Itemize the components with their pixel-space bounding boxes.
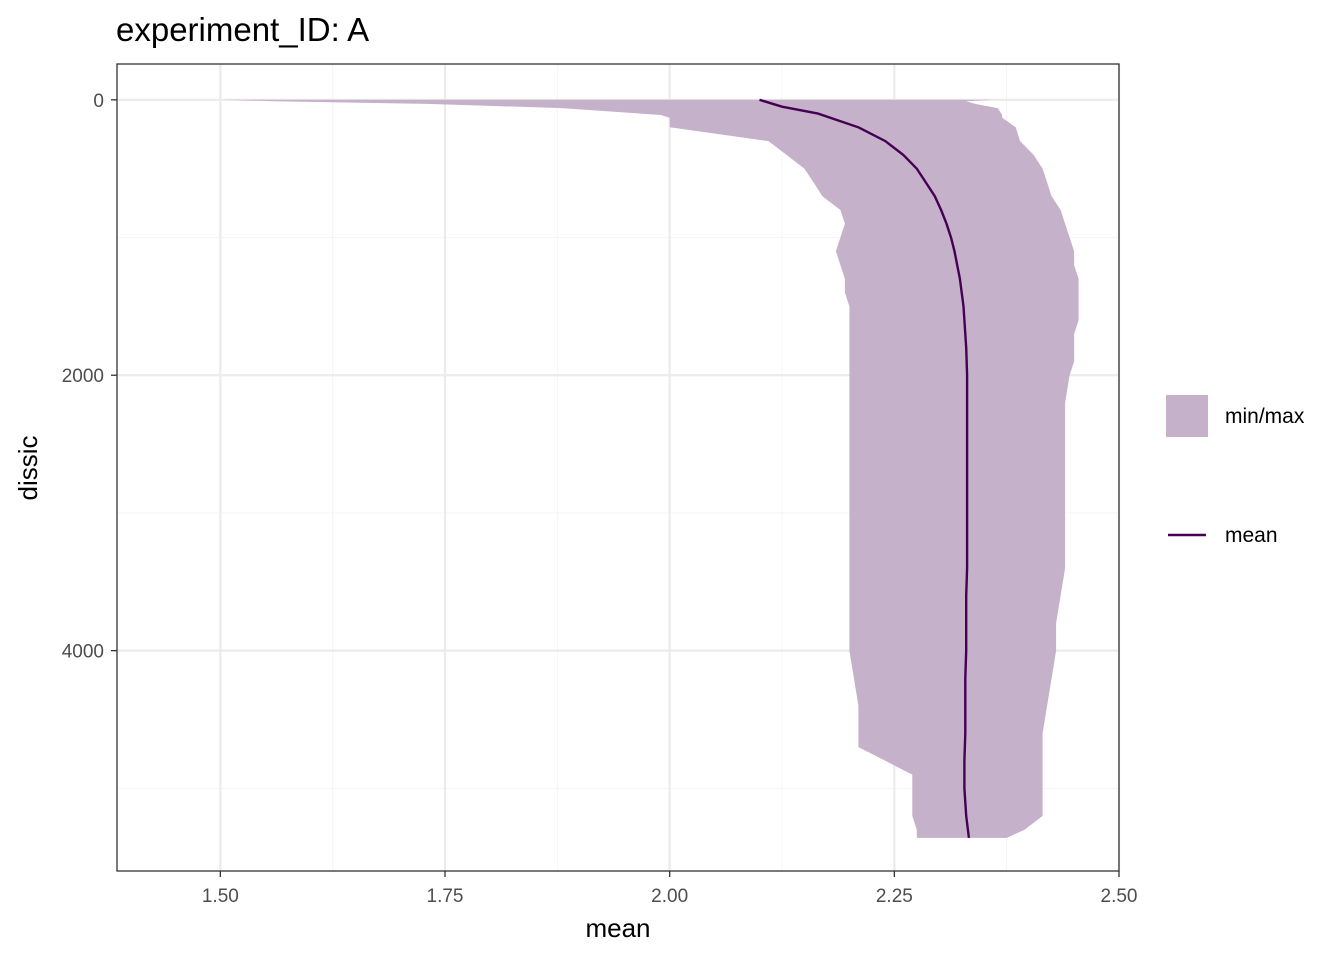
x-tick-label: 1.75: [427, 886, 464, 907]
x-axis-title: mean: [585, 913, 650, 943]
min-max-ribbon: [220, 99, 1079, 838]
x-tick-label: 2.00: [651, 886, 688, 907]
legend-label-min-max: min/max: [1225, 405, 1305, 428]
x-tick-label: 1.50: [202, 886, 239, 907]
y-tick-label: 0: [93, 91, 104, 112]
x-tick-label: 2.25: [876, 886, 913, 907]
legend: min/max mean: [1166, 395, 1305, 547]
chart-title: experiment_ID: A: [116, 11, 369, 48]
y-axis: 0 2000 4000: [62, 91, 117, 663]
y-tick-label: 2000: [62, 366, 104, 387]
mean-line: [759, 98, 971, 839]
panel-border: [116, 63, 1120, 872]
y-axis-title: dissic: [13, 435, 43, 500]
x-tick-label: 2.50: [1101, 886, 1138, 907]
legend-label-mean: mean: [1225, 524, 1278, 547]
x-axis: 1.50 1.75 2.00 2.25 2.50: [202, 871, 1138, 907]
y-tick-label: 4000: [62, 642, 104, 663]
legend-key-min-max: [1166, 395, 1208, 437]
